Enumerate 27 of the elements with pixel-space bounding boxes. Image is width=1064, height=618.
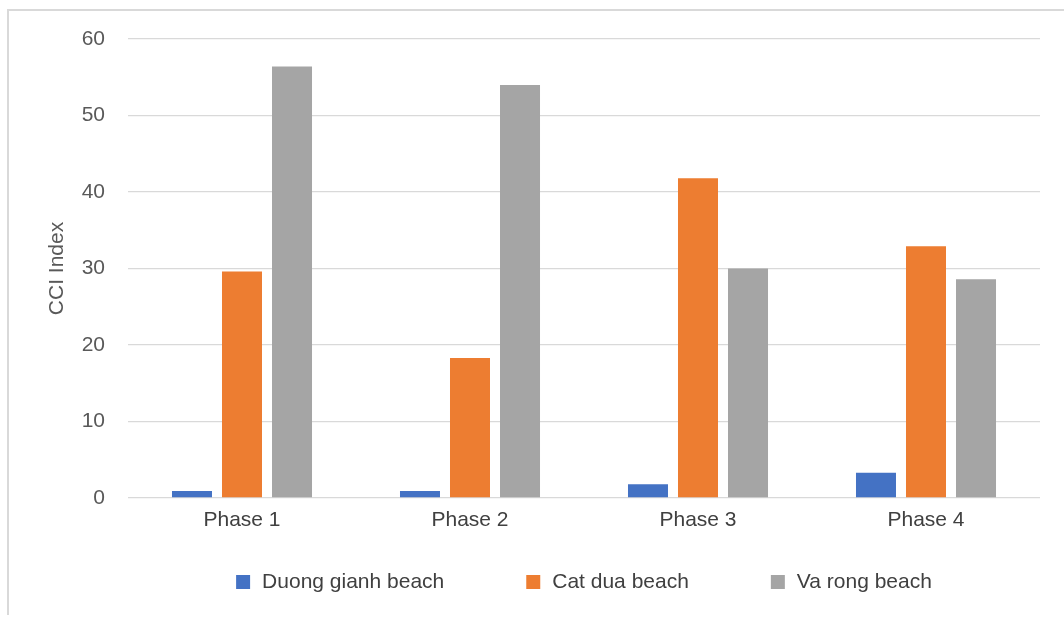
bar xyxy=(627,484,668,498)
bar xyxy=(956,279,997,498)
x-tick-label: Phase 1 xyxy=(203,507,281,531)
legend-label: Duong gianh beach xyxy=(262,568,445,592)
bar xyxy=(222,271,262,498)
y-tick-label: 40 xyxy=(81,178,105,202)
bar xyxy=(399,491,440,498)
y-tick-label: 20 xyxy=(81,331,105,355)
bar xyxy=(906,246,946,498)
bar xyxy=(728,268,769,498)
y-tick-label: 60 xyxy=(81,25,105,49)
x-tick-label: Phase 4 xyxy=(887,507,965,531)
y-tick-label: 30 xyxy=(81,255,105,279)
legend-label: Va rong beach xyxy=(796,568,932,592)
bar xyxy=(678,178,718,498)
legend-label: Cat dua beach xyxy=(552,568,689,592)
bar xyxy=(500,84,541,498)
y-axis-title: CCI Index xyxy=(44,221,68,316)
y-tick-label: 0 xyxy=(93,484,105,508)
bar xyxy=(450,358,490,498)
x-tick-label: Phase 3 xyxy=(659,507,737,531)
x-tick-label: Phase 2 xyxy=(431,507,509,531)
y-tick-label: 10 xyxy=(81,408,105,432)
bar xyxy=(855,472,896,498)
bar xyxy=(171,491,212,498)
bar xyxy=(272,66,313,498)
y-tick-label: 50 xyxy=(81,102,105,126)
